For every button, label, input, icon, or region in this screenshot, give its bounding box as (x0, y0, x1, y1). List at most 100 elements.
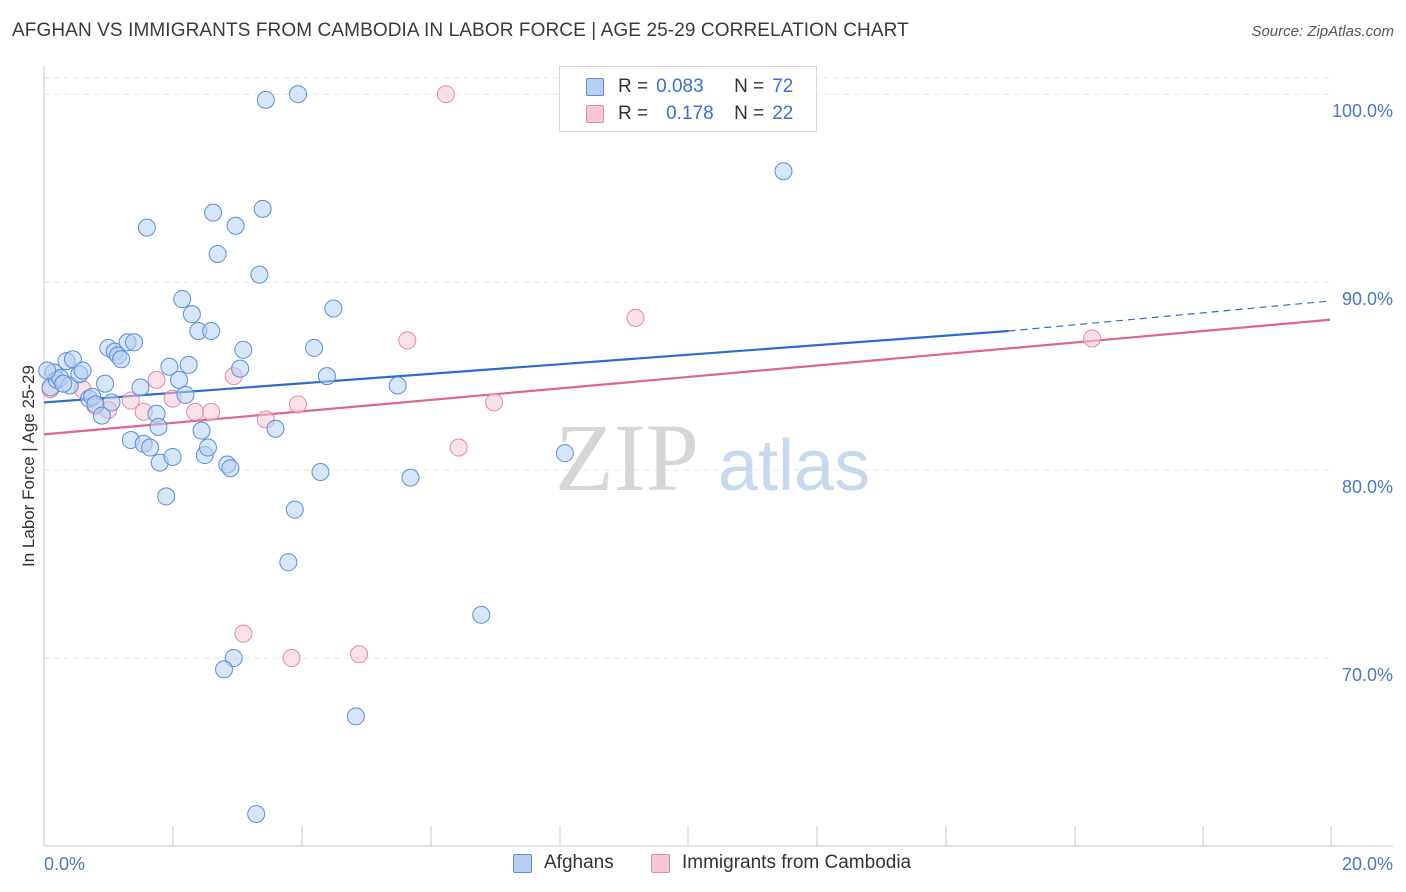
point-afghans (346, 707, 365, 726)
axes (43, 66, 1393, 847)
point-afghans (202, 322, 221, 341)
point-afghans (192, 421, 211, 440)
y-tick-label: 100.0% (1332, 101, 1393, 121)
point-afghans (250, 265, 269, 284)
point-cambodia (449, 438, 468, 457)
point-afghans (92, 406, 111, 425)
trend-line-afghans (43, 329, 1009, 404)
series-swatch-cambodia (651, 853, 670, 873)
point-cambodia (288, 395, 307, 414)
series-legend-afghans[interactable]: Afghans (513, 852, 614, 874)
point-afghans (231, 359, 250, 378)
legend-r-label: R = (618, 76, 649, 97)
x-tick-label-max: 20.0% (1342, 854, 1393, 874)
legend-row-afghans: R = 0.083 N = 72 (586, 75, 793, 99)
point-afghans (221, 459, 240, 478)
legend-n-value-cambodia: 22 (772, 103, 794, 124)
point-afghans (125, 333, 144, 352)
x-tick-label-min: 0.0% (44, 854, 85, 874)
watermark: ZIP atlas (555, 404, 870, 511)
point-cambodia (398, 331, 417, 350)
series-label-afghans: Afghans (544, 852, 614, 873)
point-cambodia (234, 624, 253, 643)
y-axis-title: In Labor Force | Age 25-29 (19, 365, 38, 567)
legend-r-label: R = (618, 103, 649, 124)
point-afghans (401, 468, 420, 487)
chart-title: AFGHAN VS IMMIGRANTS FROM CAMBODIA IN LA… (12, 20, 909, 41)
point-afghans (198, 438, 217, 457)
data-points (38, 85, 1102, 824)
point-cambodia (436, 85, 455, 104)
point-afghans (317, 367, 336, 386)
legend-n-label: N = (734, 76, 765, 97)
point-afghans (226, 216, 245, 235)
point-afghans (54, 374, 73, 393)
y-tick-label: 80.0% (1342, 477, 1393, 497)
watermark-atlas: atlas (718, 426, 870, 506)
point-afghans (96, 374, 115, 393)
legend-r-value-cambodia: 0.178 (666, 103, 714, 124)
tick-labels: 70.0% 80.0% 90.0% 100.0% 0.0% 20.0% (44, 101, 1393, 874)
point-afghans (208, 244, 227, 263)
point-afghans (555, 444, 574, 463)
y-tick-label: 90.0% (1342, 289, 1393, 309)
point-cambodia (350, 645, 369, 664)
source-label: Source: ZipAtlas.com (1251, 23, 1394, 40)
point-cambodia (485, 393, 504, 412)
point-cambodia (626, 308, 645, 327)
series-legend-cambodia[interactable]: Immigrants from Cambodia (651, 852, 911, 874)
point-cambodia (186, 402, 205, 421)
point-afghans (170, 370, 189, 389)
point-afghans (311, 462, 330, 481)
point-afghans (324, 299, 343, 318)
series-label-cambodia: Immigrants from Cambodia (682, 852, 912, 873)
point-afghans (73, 361, 92, 380)
point-cambodia (121, 391, 140, 410)
point-afghans (266, 419, 285, 438)
legend-n-label: N = (734, 103, 765, 124)
series-legend: Afghans Immigrants from Cambodia (0, 852, 1406, 878)
point-afghans (149, 417, 168, 436)
point-afghans (163, 447, 182, 466)
correlation-legend: R = 0.083 N = 72 R = 0.178 N = 22 (559, 66, 817, 132)
point-afghans (472, 605, 491, 624)
point-afghans (204, 203, 223, 222)
y-tick-label: 70.0% (1342, 665, 1393, 685)
point-afghans (137, 218, 156, 237)
point-afghans (112, 350, 131, 369)
point-afghans (160, 357, 179, 376)
point-afghans (774, 162, 793, 181)
point-afghans (247, 805, 266, 824)
point-afghans (131, 378, 150, 397)
point-afghans (157, 487, 176, 506)
point-afghans (141, 438, 160, 457)
point-afghans (256, 90, 275, 109)
legend-r-value-afghans: 0.083 (656, 76, 704, 97)
point-afghans (285, 500, 304, 519)
point-afghans (279, 553, 298, 572)
point-afghans (179, 355, 198, 374)
legend-swatch-afghans (586, 78, 604, 96)
point-afghans (388, 376, 407, 395)
trend-line-afghans-extension (1008, 300, 1331, 332)
legend-n-value-afghans: 72 (772, 76, 794, 97)
point-afghans (305, 338, 324, 357)
point-cambodia (282, 649, 301, 668)
point-afghans (38, 361, 57, 380)
point-cambodia (147, 370, 166, 389)
point-afghans (253, 199, 272, 218)
point-afghans (176, 385, 195, 404)
point-cambodia (1083, 329, 1102, 348)
point-afghans (215, 660, 234, 679)
point-afghans (173, 290, 192, 309)
point-afghans (288, 85, 307, 104)
point-afghans (234, 340, 253, 359)
watermark-zip: ZIP (555, 404, 699, 511)
series-swatch-afghans (513, 853, 532, 873)
legend-row-cambodia: R = 0.178 N = 22 (586, 102, 793, 126)
legend-swatch-cambodia (586, 105, 604, 123)
point-afghans (182, 305, 201, 324)
point-afghans (102, 393, 121, 412)
point-cambodia (202, 402, 221, 421)
